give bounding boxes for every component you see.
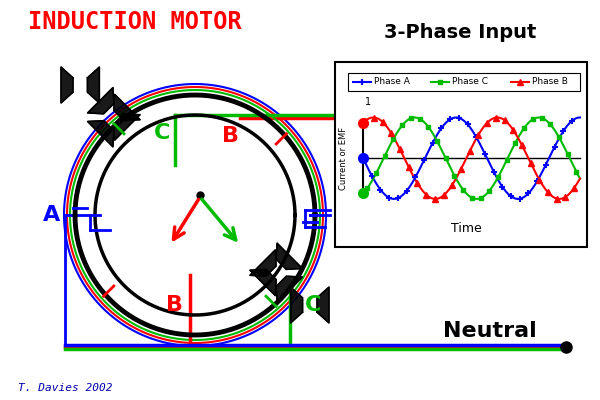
Text: B: B xyxy=(221,126,239,146)
Text: Phase C: Phase C xyxy=(452,78,488,86)
Polygon shape xyxy=(88,67,100,103)
Text: Neutral: Neutral xyxy=(443,321,537,341)
Text: A: A xyxy=(345,200,362,220)
Text: 3-Phase Input: 3-Phase Input xyxy=(384,22,536,42)
Text: T. Davies 2002: T. Davies 2002 xyxy=(18,383,113,393)
Text: 1: 1 xyxy=(365,97,371,107)
Bar xyxy=(335,62,587,247)
Polygon shape xyxy=(276,276,302,302)
Polygon shape xyxy=(250,269,276,296)
Text: C: C xyxy=(305,295,322,315)
Text: B: B xyxy=(167,295,184,315)
Text: Phase B: Phase B xyxy=(532,78,568,86)
Polygon shape xyxy=(290,287,302,323)
Text: A: A xyxy=(43,205,61,225)
Polygon shape xyxy=(61,67,73,103)
Bar xyxy=(348,73,580,91)
Text: Current or EMF: Current or EMF xyxy=(338,127,347,190)
Text: INDUCTION MOTOR: INDUCTION MOTOR xyxy=(28,10,242,34)
Polygon shape xyxy=(114,94,140,121)
Polygon shape xyxy=(88,88,114,114)
Polygon shape xyxy=(317,287,329,323)
Text: Time: Time xyxy=(451,222,481,236)
Text: C: C xyxy=(154,123,170,143)
Polygon shape xyxy=(88,121,114,147)
Polygon shape xyxy=(114,114,140,140)
Polygon shape xyxy=(276,243,302,269)
Text: Phase A: Phase A xyxy=(374,78,410,86)
Polygon shape xyxy=(250,250,276,276)
